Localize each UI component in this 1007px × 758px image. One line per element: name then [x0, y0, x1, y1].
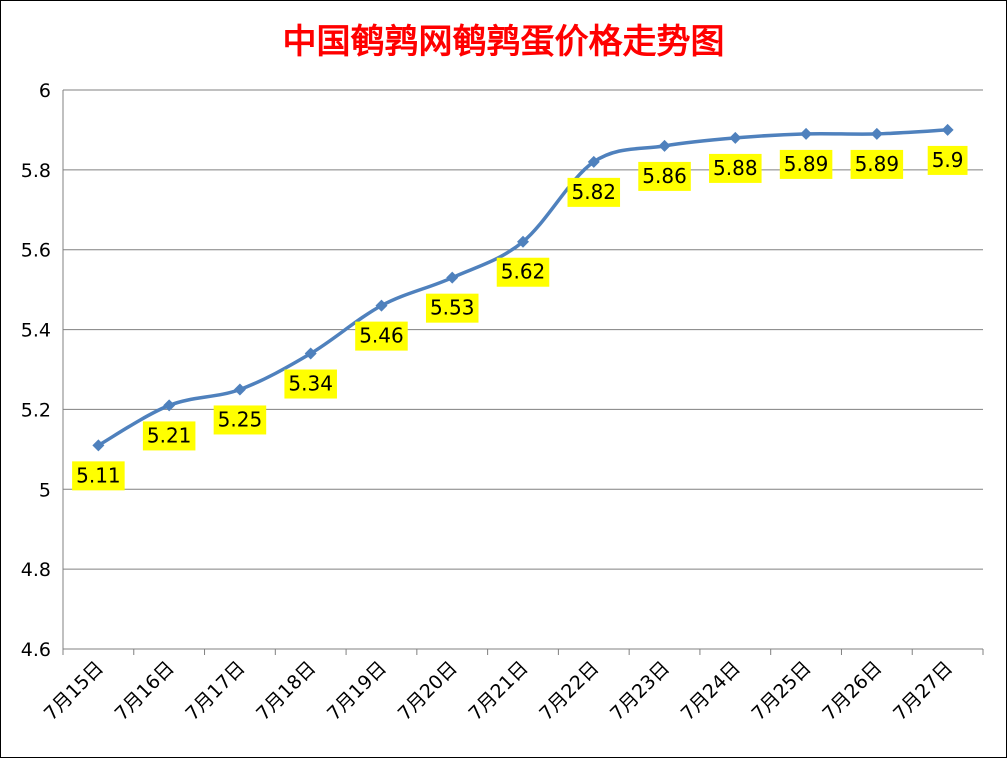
data-point-marker — [658, 139, 671, 152]
data-labels: 5.11 5.21 5.25 5.34 5.46 5.53 5.62 5.82 5.86 5.88… — [72, 145, 968, 491]
x-tick-label: 7月16日 — [111, 657, 179, 725]
data-label-text: 5.9 — [932, 148, 964, 172]
data-label-background — [284, 369, 337, 399]
data-label-background — [850, 149, 904, 179]
data-label: 5.25 — [213, 405, 267, 435]
data-label: 5.53 — [425, 293, 479, 323]
y-tick-label: 5 — [39, 479, 51, 501]
data-label-text: 5.46 — [359, 324, 404, 348]
data-label-text: 5.11 — [76, 463, 121, 487]
data-label: 5.21 — [142, 421, 196, 451]
y-tick-label: 4.6 — [21, 639, 51, 661]
x-tick-label: 7月18日 — [252, 657, 320, 725]
data-label: 5.89 — [779, 149, 833, 179]
data-point-marker — [233, 383, 246, 396]
data-point-marker — [941, 123, 954, 136]
data-point-marker — [92, 439, 105, 452]
data-point-marker — [375, 299, 388, 312]
data-point-marker — [587, 155, 600, 168]
data-label: 5.89 — [850, 149, 904, 179]
x-tick-label: 7月26日 — [818, 657, 886, 725]
data-label-background — [567, 177, 621, 207]
data-label: 5.34 — [284, 369, 337, 399]
y-tick-label: 5.4 — [21, 320, 51, 342]
data-label-background — [638, 161, 691, 191]
x-tick-label: 7月24日 — [677, 657, 745, 725]
data-label-text: 5.88 — [713, 156, 758, 180]
data-label-text: 5.34 — [288, 372, 333, 396]
data-label: 5.11 — [72, 461, 125, 491]
y-tick-label: 5.6 — [21, 240, 51, 262]
data-point-marker — [870, 127, 883, 140]
data-point-marker — [517, 235, 529, 248]
y-tick-labels: 4.6 4.8 5 5.2 5.4 5.6 5.8 6 — [21, 80, 51, 661]
x-tick-label: 7月19日 — [323, 657, 391, 725]
data-label-text: 5.62 — [501, 260, 546, 284]
data-label-text: 5.89 — [855, 152, 900, 176]
data-label-background — [709, 153, 762, 183]
y-tick-label: 5.8 — [21, 160, 51, 182]
data-label-background — [213, 405, 267, 435]
data-label-background — [72, 461, 125, 491]
data-point-marker — [446, 271, 459, 284]
data-label-text: 5.21 — [147, 423, 192, 447]
data-label-background — [927, 145, 968, 175]
x-tick-label: 7月20日 — [394, 657, 462, 725]
data-label-background — [779, 149, 833, 179]
axes — [62, 90, 984, 655]
x-tick-label: 7月17日 — [181, 657, 249, 725]
y-tick-label: 6 — [39, 80, 51, 102]
data-label-text: 5.86 — [642, 164, 687, 188]
data-label: 5.62 — [496, 257, 550, 287]
data-label-background — [355, 321, 408, 351]
data-point-marker — [800, 127, 813, 140]
data-point-marker — [729, 131, 742, 144]
data-label-text: 5.25 — [218, 407, 263, 431]
grid-lines — [63, 89, 983, 650]
data-label: 5.88 — [709, 153, 762, 183]
data-label: 5.46 — [355, 321, 408, 351]
data-label-background — [142, 421, 196, 451]
data-label: 5.9 — [927, 145, 968, 175]
data-label: 5.86 — [638, 161, 691, 191]
x-tick-label: 7月15日 — [40, 657, 108, 725]
point-markers — [92, 123, 954, 452]
chart-title: 中国鹌鹑网鹌鹑蛋价格走势图 — [282, 22, 725, 62]
x-tick-labels: 7月15日 7月16日 7月17日 7月18日 7月19日 7月20日 7月21日 7月22日… — [40, 657, 957, 725]
data-label-text: 5.89 — [784, 152, 829, 176]
y-tick-label: 5.2 — [21, 399, 51, 421]
data-label: 5.82 — [567, 177, 621, 207]
data-label-background — [425, 293, 479, 323]
data-label-background — [496, 257, 550, 287]
data-label-text: 5.53 — [430, 296, 475, 320]
x-tick-label: 7月25日 — [748, 657, 816, 725]
x-tick-label: 7月21日 — [464, 657, 532, 725]
y-tick-label: 4.8 — [21, 559, 51, 581]
x-tick-label: 7月22日 — [535, 657, 603, 725]
data-point-marker — [304, 347, 317, 360]
x-tick-label: 7月23日 — [606, 657, 674, 725]
data-point-marker — [163, 399, 176, 412]
data-label-text: 5.82 — [572, 180, 617, 204]
x-tick-label: 7月27日 — [889, 657, 957, 725]
